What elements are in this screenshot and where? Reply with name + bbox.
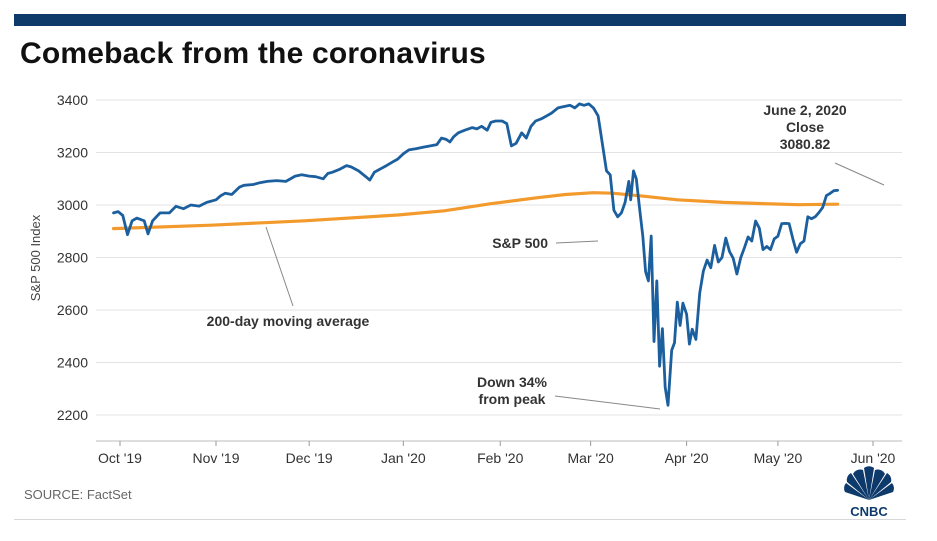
x-tick-label: Dec '19 [286,450,333,466]
gridlines [96,99,902,442]
y-tick-label: 3400 [57,92,88,108]
x-axis-ticks: Oct '19 Nov '19 Dec '19 Jan '20 Feb '20 Mar '… [98,441,896,466]
x-tick-label: May '20 [754,450,803,466]
x-tick-label: Oct '19 [98,450,142,466]
cnbc-logo: CNBC [844,466,894,519]
footer-rule [14,519,906,520]
y-axis-ticks: 2200 2400 2600 2800 3000 3200 3400 [57,92,88,423]
source-note: SOURCE: FactSet [24,487,132,502]
annotation-moving-average-leader [265,226,294,307]
y-tick-label: 2200 [57,407,88,423]
peacock-icon [844,466,894,500]
y-tick-label: 2600 [57,302,88,318]
y-axis-label: S&P 500 Index [28,214,43,301]
x-tick-label: Jun '20 [851,450,896,466]
annotation-down-text: Down 34% [477,374,548,390]
annotation-close-text: 3080.82 [780,136,831,152]
y-tick-label: 3200 [57,145,88,161]
annotation-sp500-text: S&P 500 [492,235,548,251]
annotation-down-text: from peak [479,391,546,407]
y-tick-label: 3000 [57,197,88,213]
annotation-moving-average-text: 200-day moving average [207,313,370,329]
y-tick-label: 2400 [57,355,88,371]
annotation-down-leader [554,395,661,410]
moving-average-line [111,191,840,231]
annotation-close-text: June 2, 2020 [763,102,846,118]
series-lines [111,102,840,407]
x-tick-label: Mar '20 [568,450,614,466]
x-tick-label: Apr '20 [665,450,709,466]
chart-title: Comeback from the coronavirus [20,37,486,70]
x-tick-label: Nov '19 [192,450,239,466]
logo-text: CNBC [850,504,888,519]
x-tick-label: Feb '20 [477,450,523,466]
sp500-line [112,102,839,407]
annotation-sp500-leader [555,240,599,244]
y-tick-label: 2800 [57,250,88,266]
x-tick-label: Jan '20 [381,450,426,466]
annotation-close-text: Close [786,119,824,135]
header-bar [14,14,906,26]
annotation-close-leader [834,162,885,186]
